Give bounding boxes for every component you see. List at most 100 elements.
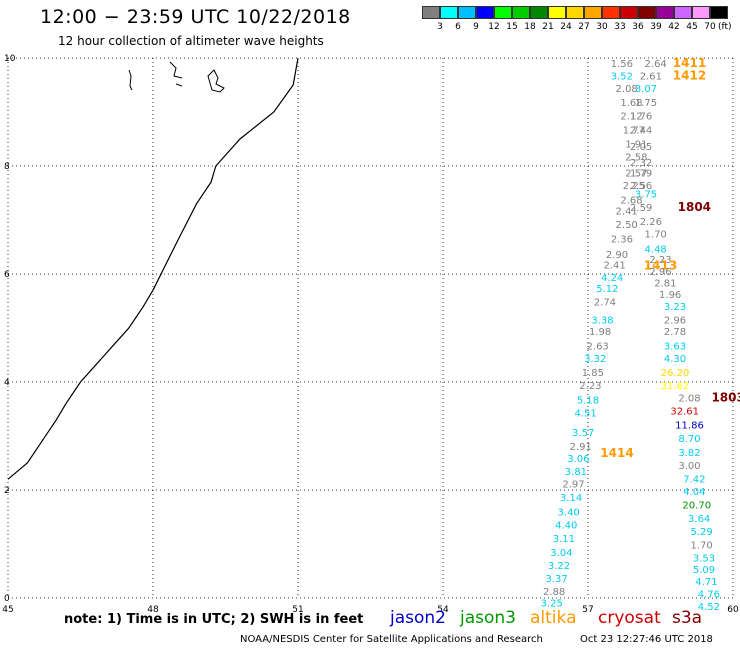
wave-height-label: 2.50 <box>616 220 638 231</box>
legend-item-altika: altika <box>530 608 577 628</box>
wave-height-label: 2.41 <box>603 261 625 272</box>
wave-height-label: 2.58 <box>625 153 647 164</box>
x-tick-label: 51 <box>292 605 303 615</box>
wave-height-label: 3.04 <box>550 548 572 559</box>
colorbar-swatch <box>512 6 530 19</box>
colorbar-swatch <box>548 6 566 19</box>
wave-height-label: 4.51 <box>574 409 596 420</box>
wave-height-label: 1.77 <box>623 126 645 137</box>
wave-height-label: 2.96 <box>664 316 686 327</box>
wave-height-label: 2.57 <box>625 168 647 179</box>
wave-height-label: 3.63 <box>664 342 686 353</box>
colorbar-swatch <box>620 6 638 19</box>
wave-height-label: 4.48 <box>645 244 667 255</box>
colorbar-swatch <box>674 6 692 19</box>
wave-height-label: 5.29 <box>690 527 712 538</box>
wave-height-label: 2.59 <box>630 203 652 214</box>
colorbar-tick-label: 42 <box>668 22 680 32</box>
x-tick-label: 54 <box>437 605 449 615</box>
wave-height-label: 4.71 <box>695 577 717 588</box>
track-time-label: 1803 <box>711 390 740 404</box>
track-time-label: 1414 <box>600 446 633 460</box>
wave-height-label: 3.40 <box>558 507 580 518</box>
wave-height-label: 3.23 <box>664 302 686 313</box>
y-tick-label: 10 <box>4 54 16 64</box>
wave-height-label: 2.08 <box>616 84 638 95</box>
wave-height-label: 3.00 <box>678 461 700 472</box>
y-tick-label: 0 <box>4 594 10 604</box>
wave-height-label: 3.75 <box>635 189 657 200</box>
wave-height-label: 2.88 <box>543 587 565 598</box>
wave-height-label: 1.56 <box>611 59 633 70</box>
colorbar-tick-label: 15 <box>506 22 518 32</box>
colorbar-tick-label: 12 <box>488 22 500 32</box>
colorbar-tick-label: 21 <box>542 22 554 32</box>
y-tick-label: 6 <box>4 270 10 280</box>
page-subtitle: 12 hour collection of altimeter wave hei… <box>58 34 324 48</box>
island-outline <box>128 69 133 91</box>
footer-note: note: 1) Time is in UTC; 2) SWH is in fe… <box>64 612 364 627</box>
colorbar-swatch <box>602 6 620 19</box>
wave-height-label: 2.81 <box>654 278 676 289</box>
track-time-label: 1413 <box>644 259 677 273</box>
y-tick-label: 2 <box>4 486 10 496</box>
wave-height-label: 1.98 <box>589 327 611 338</box>
wave-height-label: 2.64 <box>645 59 667 70</box>
wave-height-label: 2.23 <box>649 255 671 266</box>
legend-item-jason2: jason2 <box>390 608 446 628</box>
wave-height-label: 2.78 <box>664 327 686 338</box>
wave-height-label: 8.70 <box>678 434 700 445</box>
wave-height-label: 20.70 <box>682 500 711 511</box>
wave-height-label: 3.37 <box>545 574 567 585</box>
legend-item-cryosat: cryosat <box>598 608 661 628</box>
wave-height-label: 3.22 <box>548 561 570 572</box>
colorbar-tick-label: 27 <box>578 22 590 32</box>
wave-height-label: 2.32 <box>630 158 652 169</box>
wave-height-label: 4.76 <box>698 589 720 600</box>
x-tick-label: 60 <box>727 605 739 615</box>
colorbar-tick-label: 70 <box>704 22 716 32</box>
wave-height-label: 4.04 <box>683 487 705 498</box>
wave-height-label: 26.20 <box>661 368 690 379</box>
legend-item-s3a: s3a <box>672 608 703 628</box>
colorbar-swatch <box>422 6 440 19</box>
generated-timestamp: Oct 23 12:27:46 UTC 2018 <box>580 634 713 645</box>
wave-height-label: 3.57 <box>572 428 594 439</box>
colorbar-tick-label: 39 <box>650 22 662 32</box>
wave-height-label: 3.82 <box>678 448 700 459</box>
wave-height-label: 2.91 <box>570 442 592 453</box>
x-tick-label: 48 <box>147 605 159 615</box>
colorbar-tick-label: 9 <box>473 22 479 32</box>
wave-height-label: 2.97 <box>562 479 584 490</box>
colorbar-tick-label: 3 <box>437 22 443 32</box>
wave-height-label: 1.68 <box>620 98 642 109</box>
wave-height-label: 1.91 <box>625 140 647 151</box>
page-title: 12:00 − 23:59 UTC 10/22/2018 <box>40 6 351 28</box>
wave-height-label: 2.26 <box>640 217 662 228</box>
wave-height-label: 32.61 <box>670 406 699 417</box>
wave-height-label: 2.05 <box>630 142 652 153</box>
colorbar-tick-label: 36 <box>632 22 644 32</box>
wave-height-label: 3.11 <box>553 534 575 545</box>
credit-text: NOAA/NESDIS Center for Satellite Applica… <box>240 634 543 645</box>
wave-height-label: 2.90 <box>606 250 628 261</box>
colorbar-swatch <box>710 6 728 19</box>
wave-height-label: 3.53 <box>693 553 715 564</box>
island-outline <box>169 61 183 87</box>
colorbar-swatch <box>494 6 512 19</box>
colorbar-swatch <box>440 6 458 19</box>
colorbar-tick-label: 6 <box>455 22 461 32</box>
colorbar-swatch <box>584 6 602 19</box>
wave-height-label: 3.81 <box>565 467 587 478</box>
colorbar-swatch <box>458 6 476 19</box>
colorbar-swatch <box>476 6 494 19</box>
colorbar-tick-label: 33 <box>614 22 626 32</box>
wave-height-label: 2.68 <box>620 195 642 206</box>
wave-height-label: 4.24 <box>601 273 623 284</box>
island-outline <box>207 69 225 93</box>
colorbar-swatch <box>566 6 584 19</box>
wave-height-label: 1.85 <box>582 368 604 379</box>
wave-height-label: 3.25 <box>541 599 563 610</box>
track-time-label: 1412 <box>673 69 706 83</box>
